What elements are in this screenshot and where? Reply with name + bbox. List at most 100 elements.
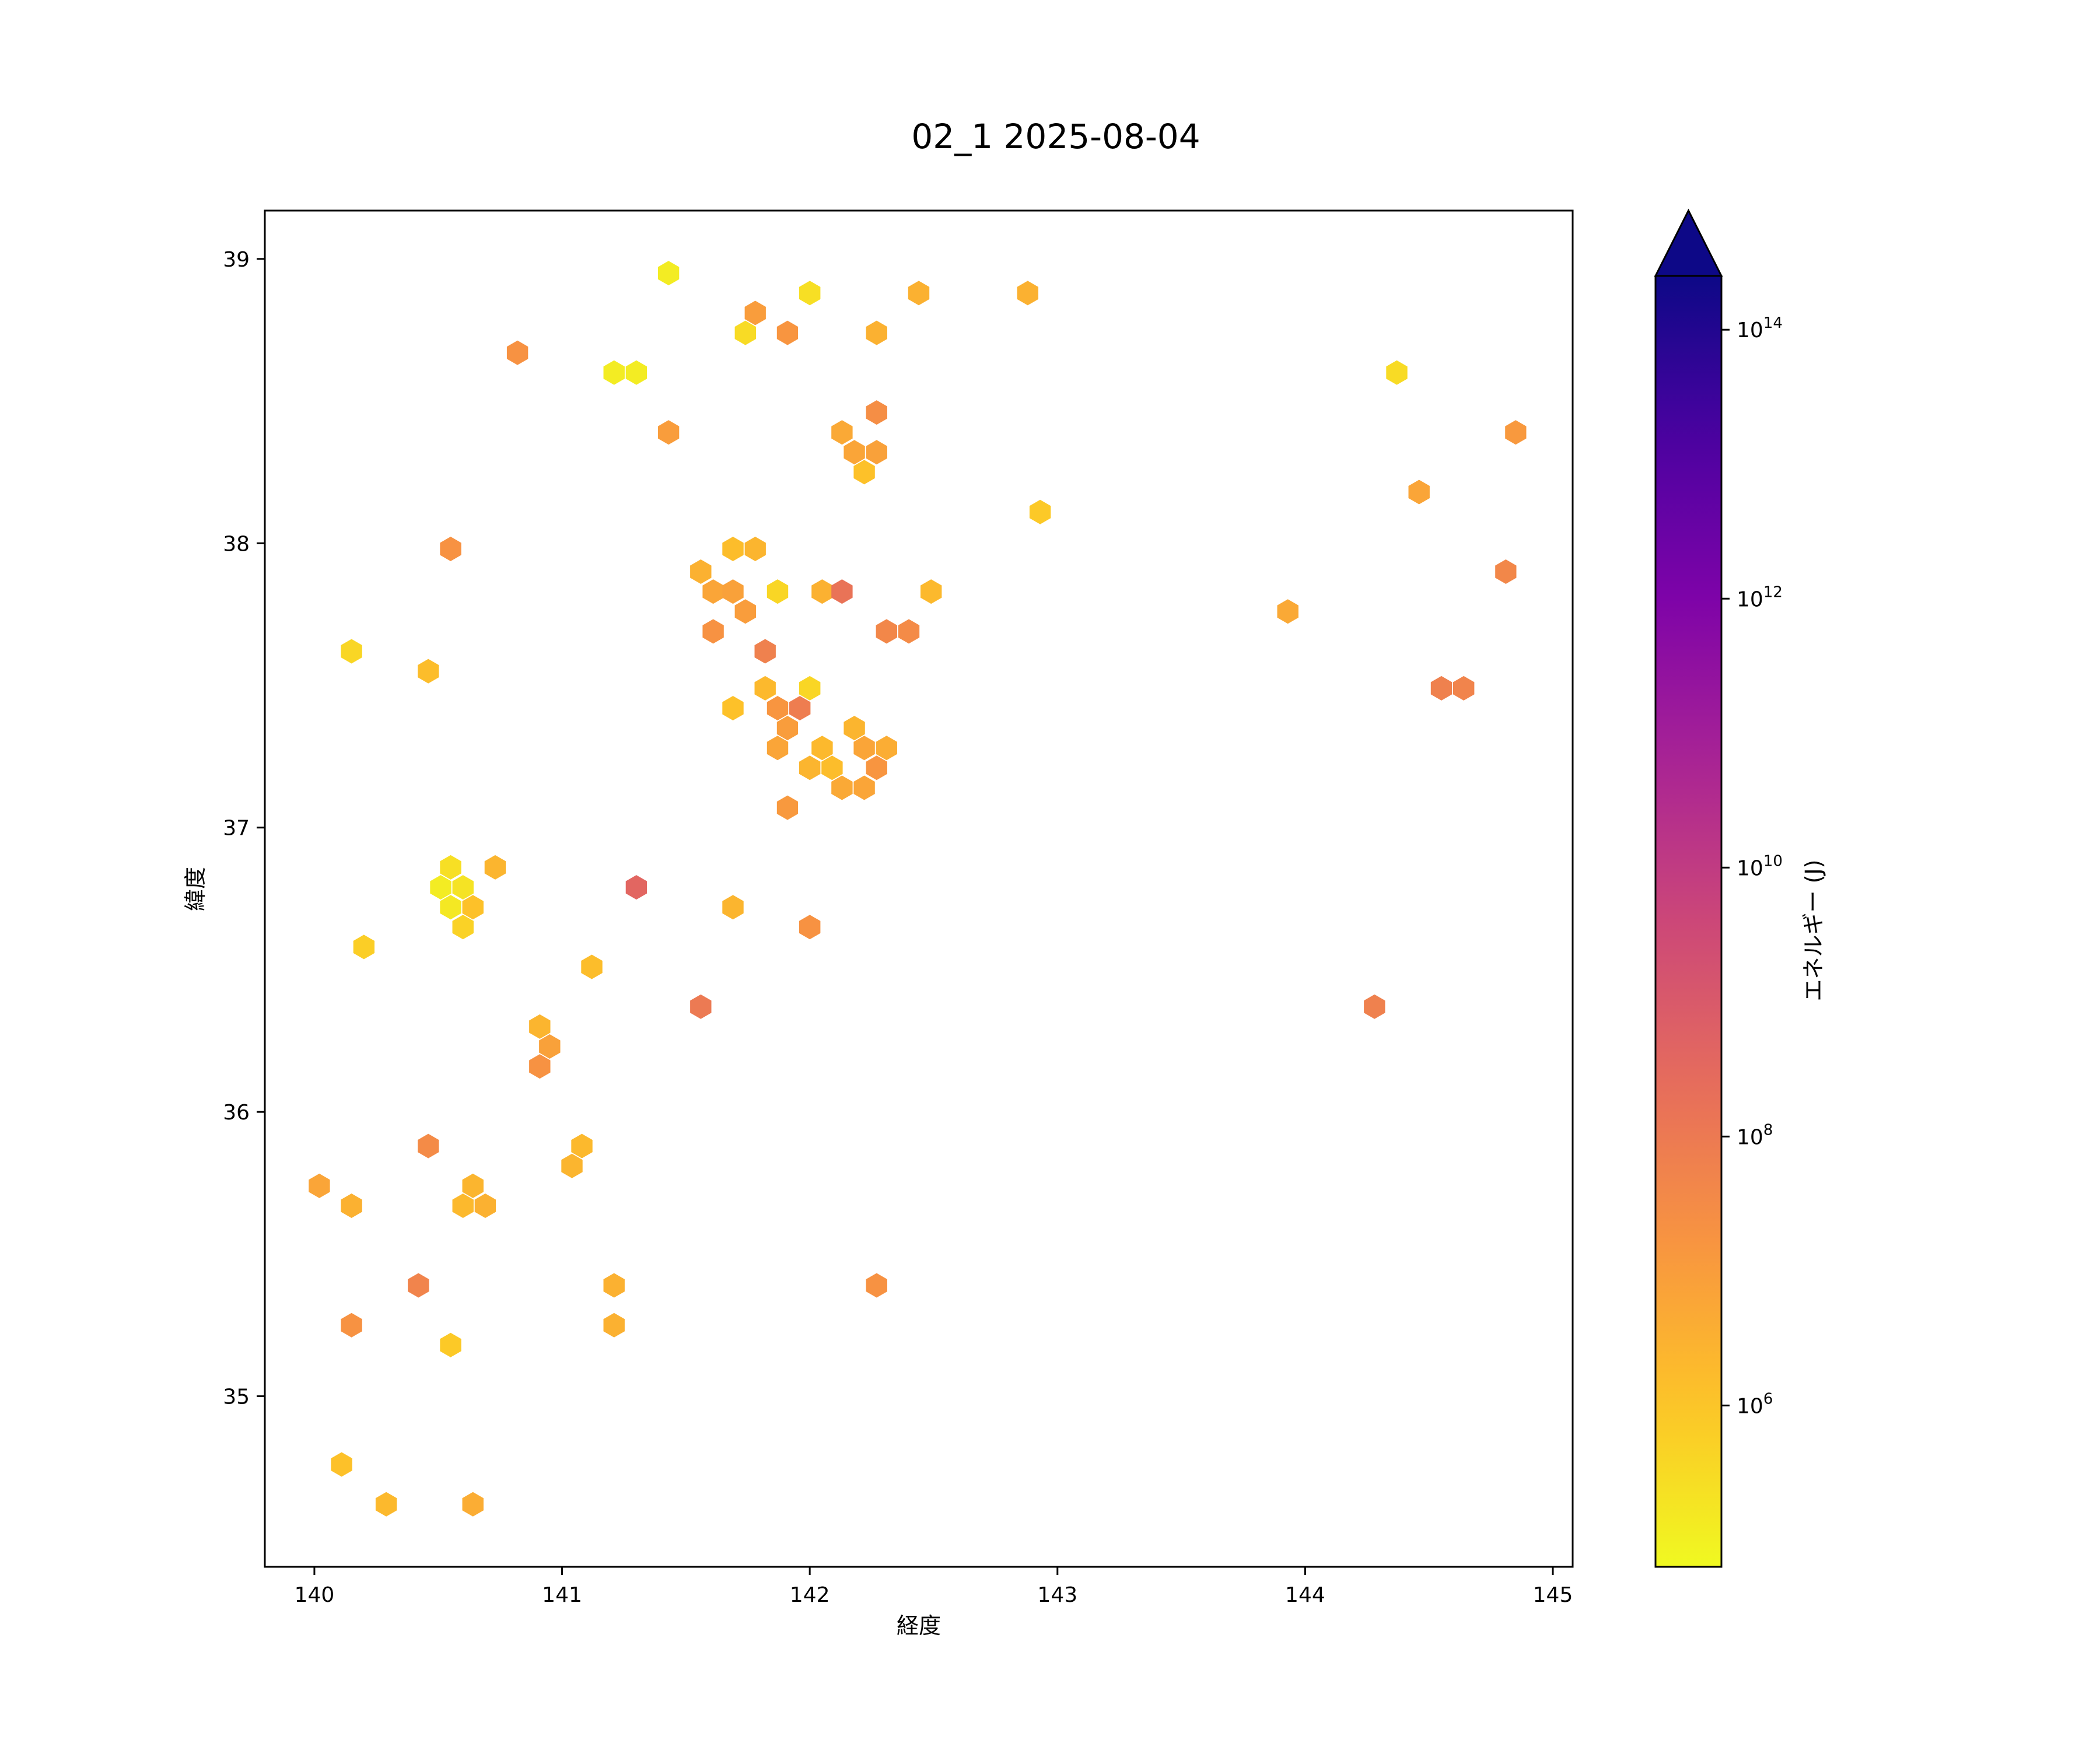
hex-cell bbox=[1386, 360, 1408, 385]
hex-cell bbox=[702, 579, 724, 604]
hex-cell bbox=[603, 1312, 625, 1338]
x-tick-label: 144 bbox=[1285, 1583, 1325, 1607]
x-tick-label: 142 bbox=[790, 1583, 830, 1607]
hex-cell bbox=[625, 875, 648, 900]
hex-cell bbox=[799, 281, 821, 306]
hex-cell bbox=[1453, 676, 1475, 701]
hex-cell bbox=[766, 736, 789, 761]
hex-cell bbox=[452, 875, 474, 900]
colorbar-tick-label: 1014 bbox=[1737, 314, 1783, 342]
y-tick-label: 36 bbox=[223, 1101, 250, 1125]
hex-cell bbox=[529, 1054, 551, 1079]
hex-cell bbox=[690, 559, 712, 584]
hex-cell bbox=[418, 659, 439, 684]
hexbin-cells bbox=[309, 261, 1527, 1517]
hex-cell bbox=[799, 676, 821, 701]
colorbar-extend-arrow bbox=[1654, 208, 1723, 277]
hex-cell bbox=[799, 755, 821, 780]
hex-cell bbox=[844, 716, 865, 741]
hex-cell bbox=[529, 1014, 551, 1039]
hex-cell bbox=[722, 696, 744, 720]
y-tick-label: 37 bbox=[223, 817, 250, 841]
hex-cell bbox=[1017, 281, 1038, 306]
colorbar-tick-label: 106 bbox=[1737, 1390, 1773, 1418]
hex-cell bbox=[341, 1312, 362, 1338]
hex-cell bbox=[331, 1452, 352, 1477]
colorbar-ticks: 106 108 1010 1012 1014 bbox=[1721, 314, 1783, 1418]
colorbar-gradient bbox=[1654, 275, 1723, 1568]
hex-cell bbox=[766, 696, 789, 720]
hex-cell bbox=[1364, 994, 1385, 1019]
hex-cell bbox=[866, 440, 887, 465]
hex-cell bbox=[462, 895, 484, 920]
hex-cell bbox=[744, 537, 766, 561]
hex-cell bbox=[581, 954, 603, 979]
hex-cell bbox=[462, 1173, 484, 1198]
hex-cell bbox=[657, 420, 680, 445]
hex-cell bbox=[866, 400, 887, 425]
hex-cell bbox=[440, 855, 461, 880]
hex-cell bbox=[474, 1194, 496, 1218]
hex-cell bbox=[1505, 420, 1527, 445]
hex-cell bbox=[831, 420, 853, 445]
hex-cell bbox=[766, 579, 789, 604]
hex-cell bbox=[353, 935, 374, 960]
hex-cell bbox=[571, 1133, 593, 1158]
hex-cell bbox=[430, 875, 452, 900]
chart-title: 02_1 2025-08-04 bbox=[911, 117, 1200, 156]
x-axis-title: 経度 bbox=[897, 1613, 941, 1639]
hex-cell bbox=[866, 1273, 887, 1298]
colorbar-tick-label: 1010 bbox=[1737, 852, 1783, 880]
colorbar-tick-label: 108 bbox=[1737, 1121, 1773, 1149]
x-tick-label: 140 bbox=[295, 1583, 335, 1607]
hex-cell bbox=[561, 1153, 583, 1178]
hex-cell bbox=[876, 736, 897, 761]
y-tick-label: 39 bbox=[223, 248, 250, 272]
hex-cell bbox=[440, 1332, 461, 1357]
hex-cell bbox=[776, 795, 799, 820]
hex-cell bbox=[876, 619, 897, 644]
hex-cell bbox=[341, 1194, 362, 1218]
hex-cell bbox=[921, 579, 942, 604]
hex-cell bbox=[811, 736, 833, 761]
hex-cell bbox=[625, 360, 648, 385]
hex-cell bbox=[776, 320, 799, 345]
hex-cell bbox=[866, 755, 887, 780]
hex-cell bbox=[484, 855, 506, 880]
hex-cell bbox=[452, 1194, 474, 1218]
hex-cell bbox=[722, 895, 744, 920]
hex-cell bbox=[462, 1492, 484, 1517]
hex-cell bbox=[1408, 480, 1430, 505]
colorbar-tick-label: 1012 bbox=[1737, 583, 1783, 611]
colorbar-label: エネルギー (J) bbox=[1801, 860, 1826, 1002]
hex-cell bbox=[603, 360, 625, 385]
hex-cell bbox=[506, 340, 528, 365]
hex-cell bbox=[722, 537, 744, 561]
hex-cell bbox=[799, 915, 821, 940]
hex-cell bbox=[898, 619, 920, 644]
hex-cell bbox=[440, 895, 461, 920]
hex-cell bbox=[539, 1034, 561, 1059]
hex-cell bbox=[690, 994, 712, 1019]
hex-cell bbox=[866, 320, 887, 345]
hex-cell bbox=[908, 281, 930, 306]
hex-cell bbox=[341, 639, 362, 664]
hex-cell bbox=[1430, 676, 1452, 701]
plot-frame bbox=[264, 209, 1574, 1568]
hex-cell bbox=[309, 1173, 330, 1198]
hex-cell bbox=[603, 1273, 625, 1298]
x-tick-label: 143 bbox=[1037, 1583, 1077, 1607]
hex-cell bbox=[831, 579, 853, 604]
hex-cell bbox=[657, 261, 680, 286]
hex-cell bbox=[440, 537, 461, 561]
hex-cell bbox=[776, 716, 799, 741]
hex-cell bbox=[452, 915, 474, 940]
hex-cell bbox=[844, 440, 865, 465]
hex-cell bbox=[821, 755, 843, 780]
hex-cell bbox=[853, 775, 875, 800]
hex-cell bbox=[831, 775, 853, 800]
x-tick-label: 141 bbox=[542, 1583, 582, 1607]
hex-cell bbox=[853, 736, 875, 761]
